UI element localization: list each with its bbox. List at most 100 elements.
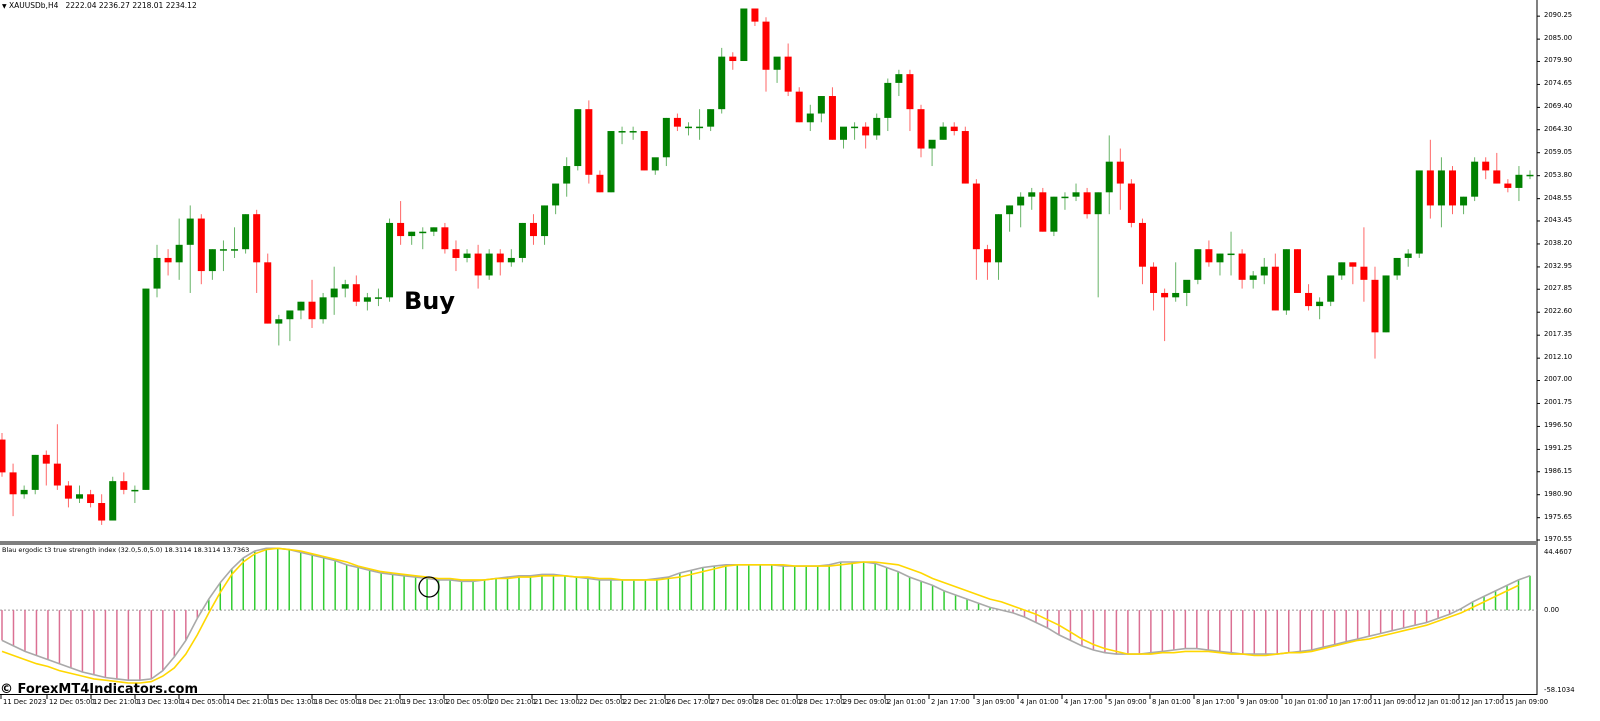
candle — [1360, 227, 1368, 302]
time-tick-label: 3 Jan 09:00 — [976, 698, 1015, 706]
candle — [1172, 262, 1180, 302]
candle — [1183, 279, 1191, 307]
price-tick-label: 1996.50 — [1544, 421, 1573, 430]
candle — [1260, 257, 1268, 285]
candle — [906, 69, 914, 132]
time-tick-label: 12 Dec 21:00 — [93, 698, 139, 706]
candle — [684, 122, 692, 136]
candle — [197, 214, 205, 285]
candle — [42, 450, 50, 486]
time-tick-label: 4 Jan 01:00 — [1020, 698, 1059, 706]
time-tick-label: 11 Jan 09:00 — [1373, 698, 1417, 706]
candle — [917, 104, 925, 158]
candle — [507, 249, 515, 267]
candle — [120, 472, 128, 495]
price-tick-label: 2027.85 — [1544, 284, 1573, 293]
time-tick-label: 18 Dec 21:00 — [358, 698, 404, 706]
price-tick-label: 2038.20 — [1544, 238, 1573, 247]
candle — [297, 301, 305, 320]
chart-header: ▼ XAUUSDb,H4 2222.04 2236.27 2218.01 223… — [2, 1, 197, 10]
candle — [740, 8, 748, 62]
candle — [153, 244, 161, 298]
candle — [496, 249, 504, 276]
candle — [1083, 187, 1091, 219]
candle — [817, 96, 825, 123]
candle — [696, 109, 704, 140]
candle — [1393, 257, 1401, 280]
candle — [1448, 166, 1456, 215]
price-tick-label: 2048.55 — [1544, 193, 1573, 202]
candle — [374, 288, 382, 307]
candle — [1426, 139, 1434, 219]
time-tick-label: 13 Dec 13:00 — [137, 698, 183, 706]
candle — [1249, 271, 1257, 289]
time-tick-label: 14 Dec 21:00 — [226, 698, 272, 706]
candle — [142, 288, 150, 490]
candle — [995, 214, 1003, 280]
buy-annotation: Buy — [404, 287, 456, 315]
candle — [1116, 148, 1124, 210]
time-tick-label: 21 Dec 13:00 — [534, 698, 580, 706]
candle — [651, 157, 659, 175]
time-tick-label: 15 Dec 13:00 — [270, 698, 316, 706]
candle — [1194, 249, 1202, 285]
candle — [961, 126, 969, 184]
time-tick-label: 18 Dec 05:00 — [314, 698, 360, 706]
time-tick-label: 28 Dec 01:00 — [755, 698, 801, 706]
ohlc-values: 2222.04 2236.27 2218.01 2234.12 — [65, 1, 197, 10]
candle — [463, 249, 471, 263]
crossover-circle — [418, 576, 440, 598]
candle — [1471, 157, 1479, 202]
candle — [452, 240, 460, 272]
candle — [286, 310, 294, 342]
candle — [1415, 170, 1423, 258]
triangle-down-icon[interactable]: ▼ — [2, 3, 7, 10]
time-tick-label: 12 Jan 17:00 — [1461, 698, 1505, 706]
candle — [795, 87, 803, 123]
price-tick-label: 2069.40 — [1544, 102, 1573, 111]
candle — [707, 109, 715, 132]
price-tick-label: 2090.25 — [1544, 11, 1573, 20]
candle — [1404, 249, 1412, 267]
time-tick-label: 26 Dec 17:00 — [667, 698, 713, 706]
time-tick-label: 29 Dec 09:00 — [843, 698, 889, 706]
candle — [1271, 253, 1279, 311]
candle — [1349, 262, 1357, 285]
time-tick-label: 12 Dec 05:00 — [49, 698, 95, 706]
candle — [64, 481, 72, 508]
candle — [884, 78, 892, 132]
candle — [363, 292, 371, 311]
candle — [164, 249, 172, 276]
candle — [386, 218, 394, 302]
candle — [1305, 284, 1313, 311]
candle — [419, 227, 427, 250]
price-tick-label: 1991.25 — [1544, 444, 1573, 453]
candle — [784, 43, 792, 97]
price-tick-label: 2064.30 — [1544, 124, 1573, 133]
candle — [264, 253, 272, 324]
candle — [529, 214, 537, 245]
candle — [1382, 275, 1390, 333]
price-tick-label: 1980.90 — [1544, 489, 1573, 498]
price-tick-label: 2085.00 — [1544, 34, 1573, 43]
candle — [939, 122, 947, 140]
time-tick-label: 9 Jan 09:00 — [1240, 698, 1279, 706]
candle — [1227, 231, 1235, 276]
candle — [574, 109, 582, 171]
candle — [341, 279, 349, 298]
candle — [1006, 205, 1014, 232]
candle — [828, 87, 836, 140]
candle — [1050, 196, 1058, 237]
candle — [1282, 249, 1290, 315]
candle — [1504, 179, 1512, 193]
candle — [242, 214, 250, 254]
price-tick-label: 2074.65 — [1544, 79, 1573, 88]
candle — [441, 222, 449, 254]
candle — [430, 227, 438, 237]
time-tick-label: 20 Dec 21:00 — [490, 698, 536, 706]
time-tick-label: 14 Dec 05:00 — [181, 698, 227, 706]
price-tick-label: 2079.90 — [1544, 56, 1573, 65]
candle — [607, 131, 615, 193]
